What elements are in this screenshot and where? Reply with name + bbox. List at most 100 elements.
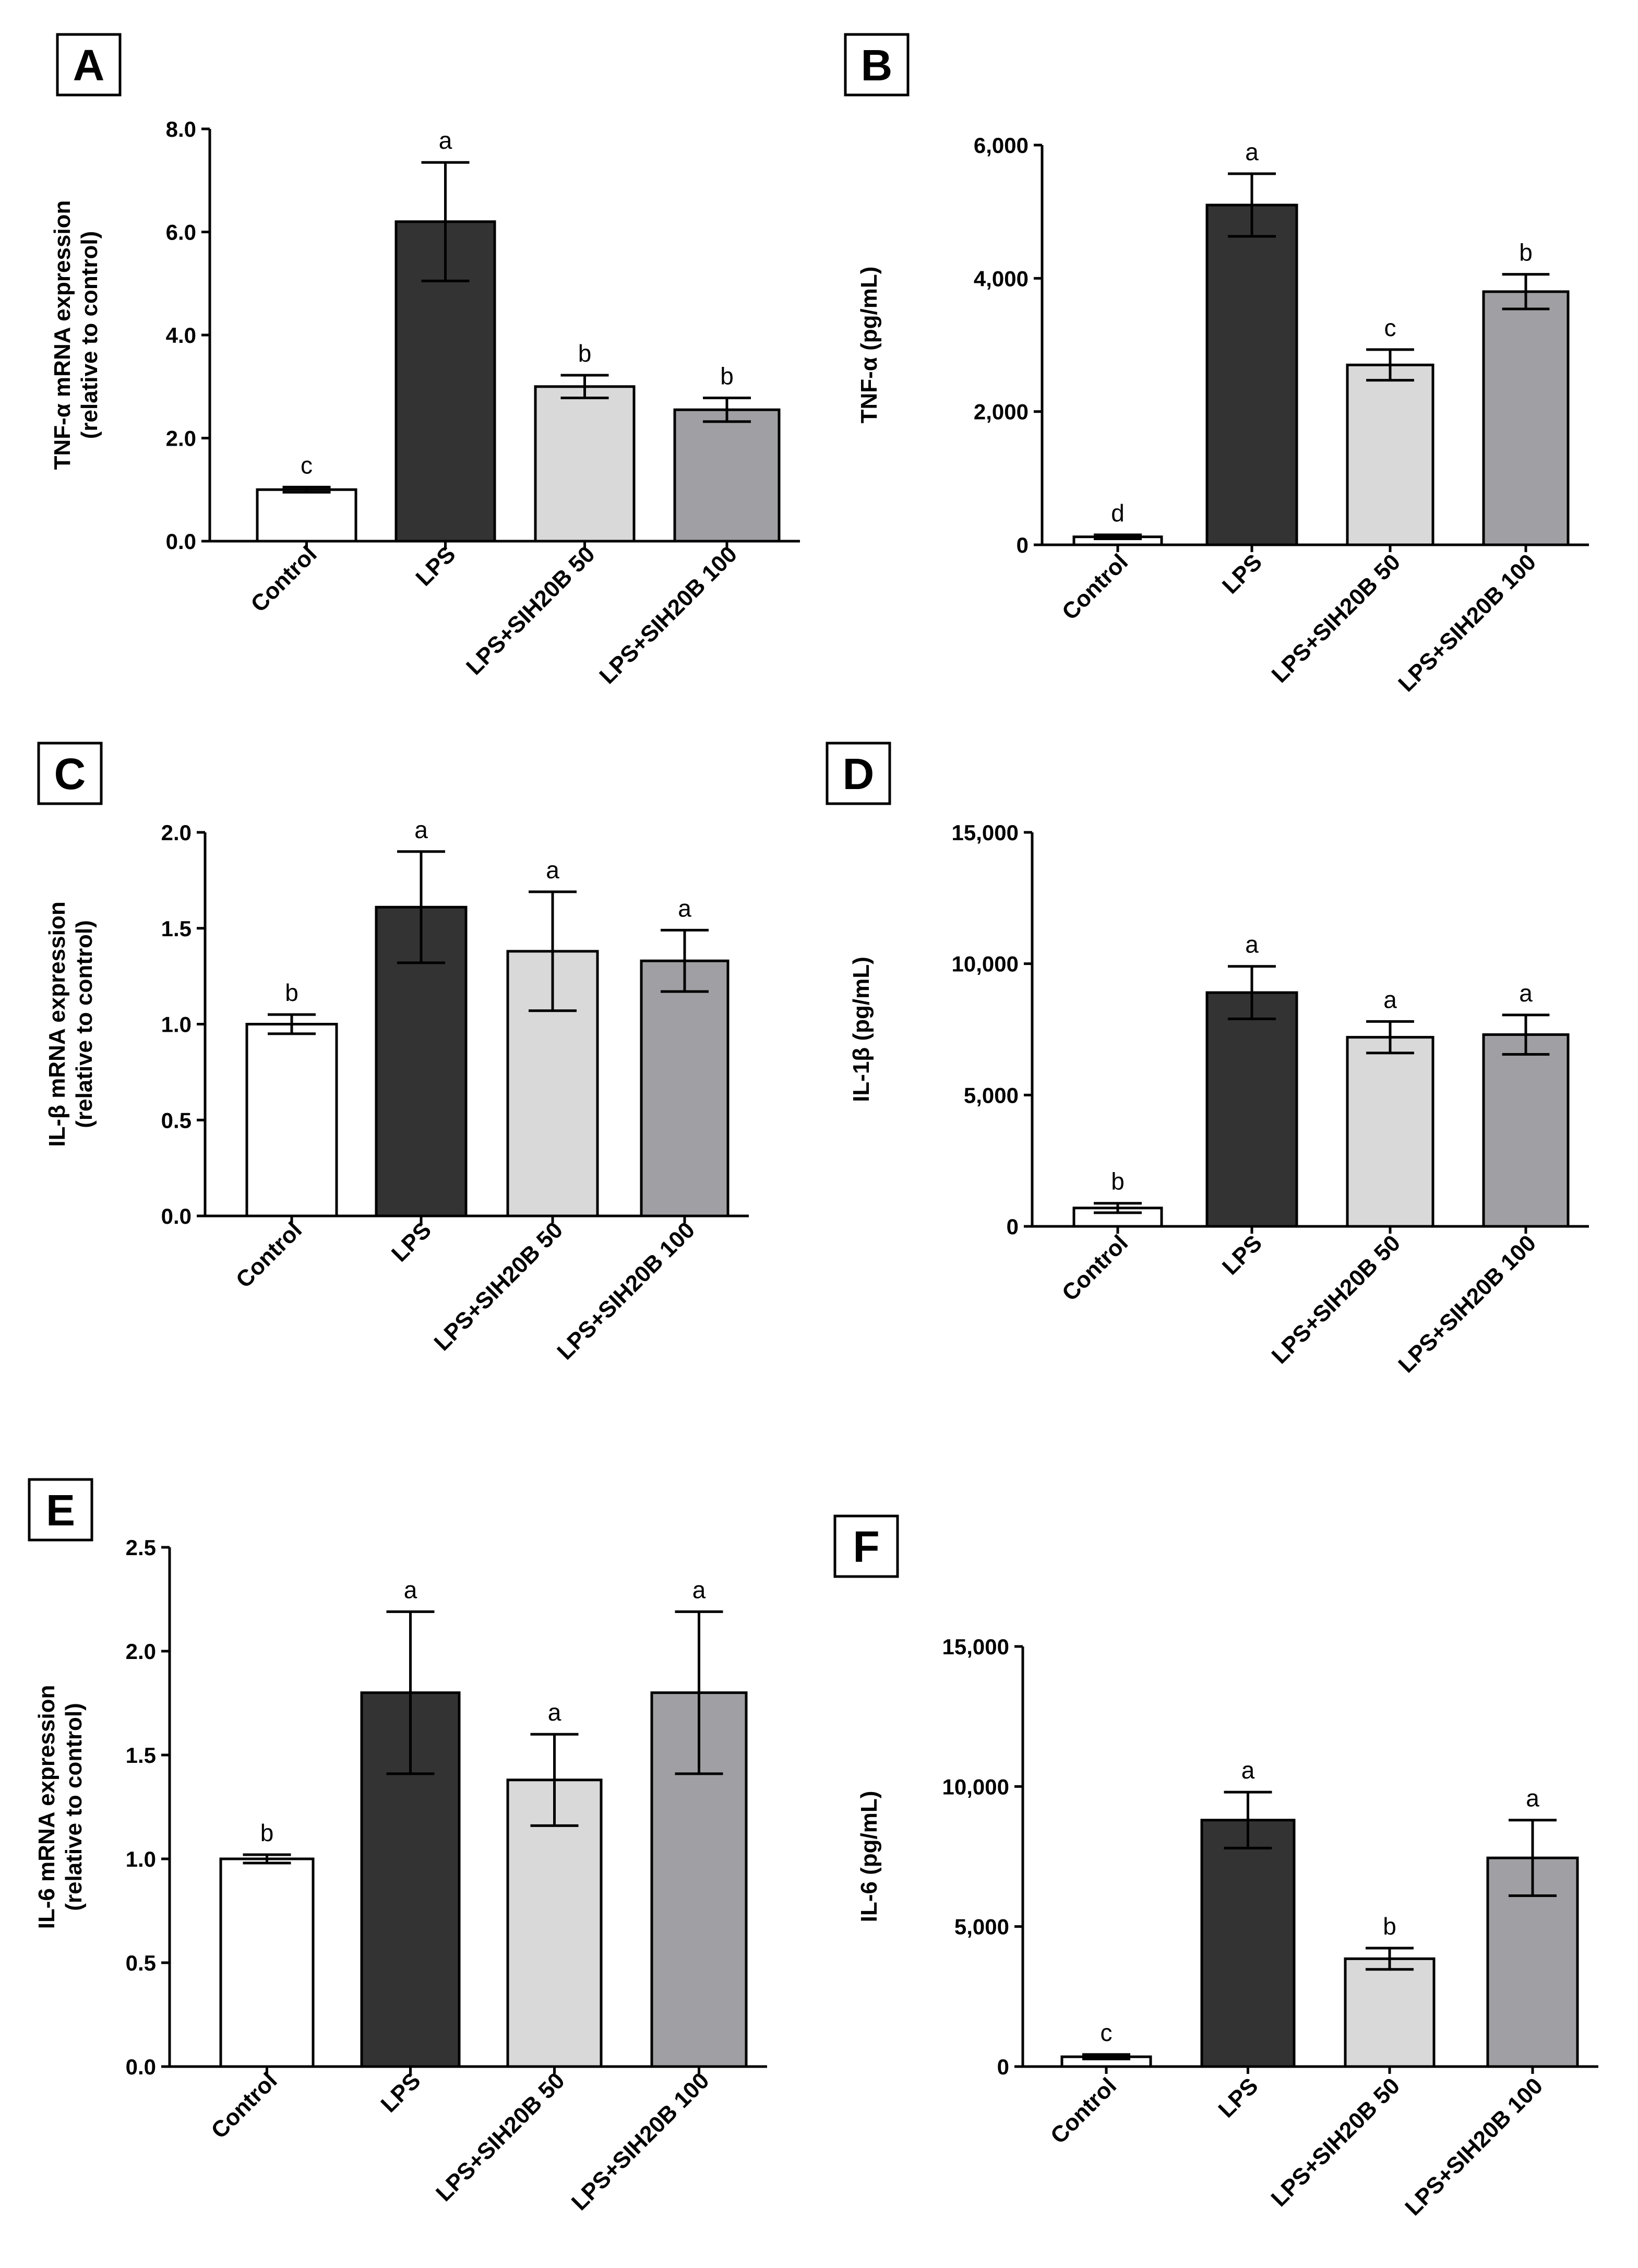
- category-label: Control: [206, 2068, 282, 2143]
- y-tick-label: 10,000: [952, 952, 1019, 976]
- category-label: LPS+SIH20B 50: [1267, 1230, 1406, 1369]
- significance-letter: b: [1111, 1168, 1125, 1195]
- significance-letter: a: [548, 1699, 561, 1726]
- bar-sih100: [1482, 1033, 1570, 1228]
- category-label: LPS+SIH20B 100: [1393, 549, 1541, 697]
- y-tick-label: 15,000: [942, 1634, 1009, 1659]
- significance-letter: c: [1384, 314, 1396, 341]
- y-tick-label: 0: [1007, 1214, 1019, 1239]
- chart-panel-e: E 0.0 0.5 1.0 1.5 2.0 2.5 IL-6 mRNA expression(…: [28, 1478, 767, 2215]
- panel-letter: D: [843, 749, 875, 798]
- y-tick-label: 15,000: [952, 820, 1019, 845]
- category-label: Control: [231, 1217, 307, 1293]
- category-label: LPS: [1213, 2073, 1263, 2122]
- chart-panel-a: A 0.0 2.0 4.0 6.0 8.0 TNF-α mRNA expression (re…: [50, 33, 800, 689]
- y-axis-title: (relative to control): [71, 920, 97, 1128]
- category-label: LPS: [376, 2068, 425, 2117]
- category-label: LPS+SIH20B 100: [594, 541, 742, 689]
- chart-panel-d: D 0 5,000 10,000 15,000 IL-1β (pg/mL) b Control…: [826, 742, 1589, 1378]
- y-tick-label: 2.0: [161, 820, 192, 845]
- y-tick-label: 0.0: [166, 529, 196, 554]
- category-label: LPS+SIH20B 100: [1393, 1230, 1541, 1378]
- bar-sih50: [1346, 363, 1434, 546]
- y-tick-label: 1.0: [161, 1012, 192, 1037]
- significance-letter: b: [1519, 239, 1533, 266]
- y-axis-title: IL-6 (pg/mL): [856, 1791, 882, 1923]
- y-tick-label: 1.5: [161, 916, 192, 941]
- category-label: LPS+SIH20B 100: [567, 2068, 714, 2215]
- bar-sih100: [673, 408, 781, 543]
- significance-letter: b: [1383, 1913, 1396, 1940]
- bar-control: [245, 1023, 338, 1217]
- panel-letter-box: [28, 1478, 93, 1542]
- significance-letter: b: [260, 1819, 274, 1846]
- panel-letter-box: [826, 742, 891, 805]
- category-label: Control: [1057, 549, 1133, 625]
- category-label: Control: [1046, 2073, 1121, 2148]
- y-tick-label: 2.0: [126, 1639, 156, 1664]
- category-label: LPS+SIH20B 50: [431, 2068, 570, 2206]
- y-tick-label: 2,000: [974, 400, 1029, 424]
- y-tick-label: 5,000: [954, 1915, 1009, 1939]
- significance-letter: b: [720, 362, 734, 389]
- y-axis-title: (relative to control): [61, 1703, 87, 1911]
- significance-letter: c: [1101, 2019, 1113, 2046]
- y-tick-label: 4,000: [974, 266, 1029, 291]
- category-label: LPS: [1217, 1230, 1267, 1280]
- significance-letter: a: [414, 816, 428, 843]
- bar-sih50: [506, 1778, 603, 2068]
- category-label: LPS+SIH20B 50: [1267, 549, 1406, 688]
- significance-letter: a: [1519, 980, 1533, 1007]
- significance-letter: a: [439, 127, 452, 154]
- y-tick-label: 0.0: [161, 1204, 192, 1228]
- bar-sih50: [1346, 1036, 1434, 1228]
- bar-control: [256, 488, 357, 543]
- y-tick-label: 6.0: [166, 220, 196, 245]
- panel-letter-box: [833, 1514, 899, 1578]
- panel-letter-box: [844, 33, 910, 97]
- panel-letter-box: [56, 33, 122, 97]
- chart-panel-c: C 0.0 0.5 1.0 1.5 2.0 IL-β mRNA expression (rel…: [37, 742, 749, 1365]
- bar-lps: [1205, 991, 1298, 1228]
- significance-letter: a: [404, 1576, 417, 1603]
- y-tick-label: 0.0: [126, 2055, 156, 2079]
- y-tick-label: 0: [997, 2055, 1009, 2079]
- bar-control: [219, 1857, 315, 2068]
- significance-letter: b: [285, 979, 298, 1006]
- y-tick-label: 0.5: [126, 1951, 156, 1975]
- category-label: Control: [246, 541, 321, 617]
- bar-lps: [1205, 204, 1298, 546]
- y-tick-label: 1.0: [126, 1847, 156, 1871]
- y-axis-title: IL-1β (pg/mL): [848, 957, 874, 1102]
- category-label: LPS: [1217, 549, 1267, 599]
- y-tick-label: 10,000: [942, 1774, 1009, 1799]
- panel-letter: A: [73, 41, 105, 90]
- significance-letter: a: [1241, 1757, 1255, 1784]
- bar-sih100: [640, 959, 730, 1217]
- bar-lps: [1200, 1819, 1296, 2068]
- panel-letter: F: [853, 1522, 879, 1571]
- significance-letter: a: [678, 894, 691, 922]
- significance-letter: c: [301, 451, 313, 479]
- panel-letter: E: [46, 1486, 75, 1535]
- category-label: LPS+SIH20B 50: [1266, 2073, 1405, 2212]
- y-axis-title: TNF-α mRNA expression: [50, 200, 75, 470]
- significance-letter: a: [1383, 986, 1397, 1013]
- y-tick-label: 6,000: [974, 133, 1029, 158]
- significance-letter: a: [546, 856, 559, 884]
- y-tick-label: 5,000: [964, 1083, 1019, 1107]
- y-tick-label: 0.5: [161, 1108, 192, 1132]
- category-label: LPS+SIH20B 100: [1400, 2073, 1548, 2221]
- category-label: LPS+SIH20B 100: [552, 1217, 700, 1365]
- y-axis-title: IL-β mRNA expression: [44, 901, 70, 1147]
- y-axis-title: (relative to control): [77, 231, 102, 439]
- y-tick-label: 1.5: [126, 1743, 156, 1768]
- category-label: LPS+SIH20B 50: [461, 541, 600, 680]
- significance-letter: a: [1245, 931, 1259, 958]
- significance-letter: a: [692, 1576, 706, 1603]
- bar-sih100: [1482, 290, 1570, 546]
- y-tick-label: 2.0: [166, 426, 196, 451]
- chart-panel-f: F 0 5,000 10,000 15,000 IL-6 (pg/mL) c Control a…: [833, 1514, 1598, 2221]
- significance-letter: a: [1526, 1785, 1539, 1812]
- bar-sih50: [534, 385, 636, 543]
